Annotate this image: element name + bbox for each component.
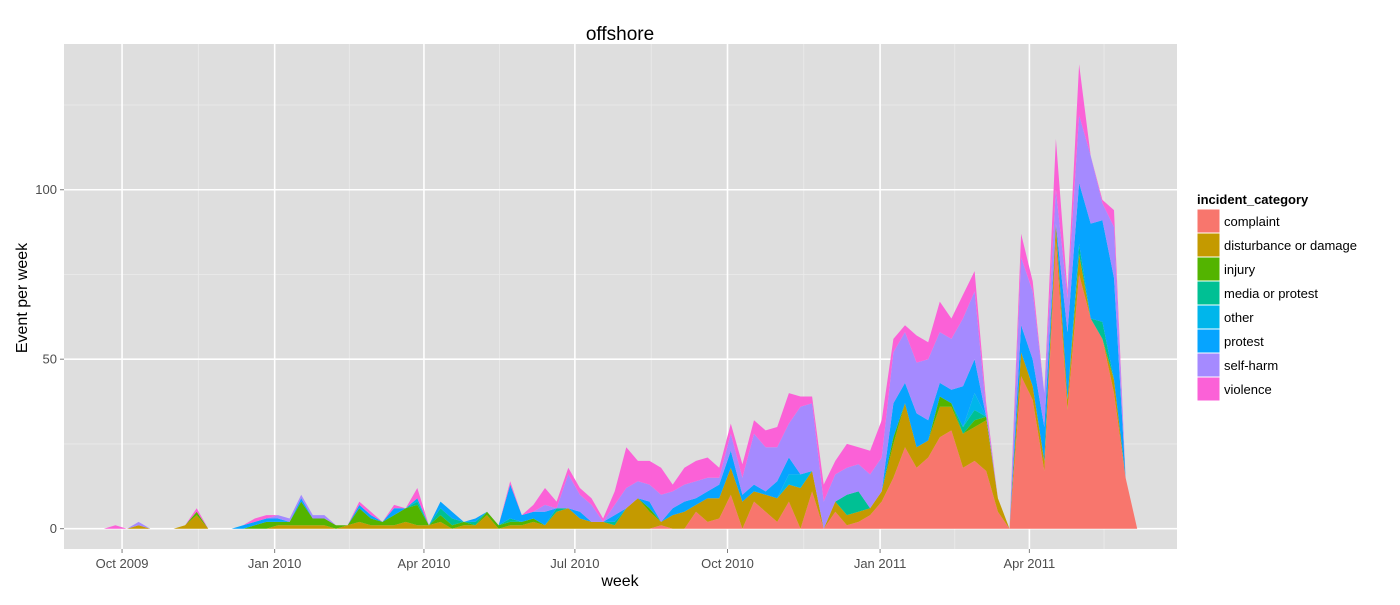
legend-label: other <box>1224 310 1254 325</box>
x-axis: Oct 2009 Jan 2010 Apr 2010 Jul 2010 Oct 2010… <box>96 549 1055 571</box>
x-tick-label: Jul 2010 <box>550 556 599 571</box>
legend-label: protest <box>1224 334 1264 349</box>
legend-swatch <box>1196 352 1221 378</box>
legend-label: self-harm <box>1224 358 1278 373</box>
area-complaint <box>103 240 1138 529</box>
legend-swatch <box>1196 376 1221 402</box>
x-tick-label: Oct 2010 <box>701 556 754 571</box>
plot-area <box>64 44 1177 549</box>
x-tick-label: Jan 2010 <box>248 556 302 571</box>
legend-label: complaint <box>1224 214 1280 229</box>
chart-title: offshore <box>586 24 654 45</box>
legend-label: disturbance or damage <box>1224 238 1357 253</box>
legend-swatch <box>1196 304 1221 330</box>
legend-swatch <box>1196 256 1221 282</box>
y-axis: 0 50 100 <box>35 182 64 536</box>
y-axis-label: Event per week <box>14 242 31 353</box>
x-tick-label: Apr 2011 <box>1003 556 1055 571</box>
y-tick-label: 100 <box>35 182 57 197</box>
legend-label: violence <box>1224 382 1272 397</box>
area-series <box>103 64 1138 529</box>
legend-swatch <box>1196 328 1221 354</box>
legend-swatch <box>1196 208 1221 234</box>
x-tick-label: Apr 2010 <box>398 556 451 571</box>
legend-label: media or protest <box>1224 286 1318 301</box>
legend-swatch <box>1196 280 1221 306</box>
x-tick-label: Jan 2011 <box>854 556 907 571</box>
legend-title: incident_category <box>1197 192 1309 207</box>
legend-label: injury <box>1224 262 1256 277</box>
legend: incident_category complaint disturbance o… <box>1196 192 1357 402</box>
legend-swatch <box>1196 232 1221 258</box>
y-tick-label: 50 <box>43 352 57 367</box>
legend-items: complaint disturbance or damage injury medi… <box>1196 208 1357 402</box>
x-tick-label: Oct 2009 <box>96 556 149 571</box>
x-axis-label: week <box>600 573 639 590</box>
y-tick-label: 0 <box>50 521 57 536</box>
